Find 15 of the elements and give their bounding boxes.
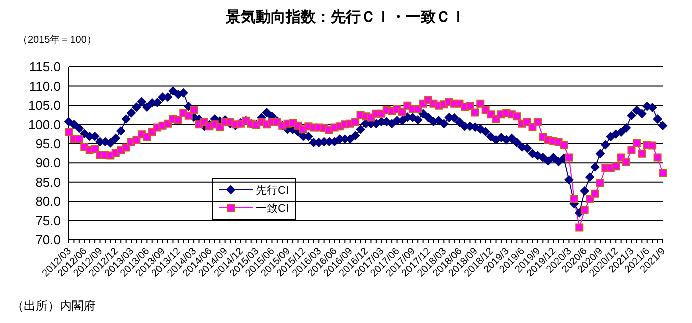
text: （2015年＝100） xyxy=(18,34,97,47)
y-tick-label: 95.0 xyxy=(36,136,61,152)
y-tick-label: 70.0 xyxy=(36,232,61,248)
y-tick-label: 90.0 xyxy=(36,156,61,171)
y-tick-label: 80.0 xyxy=(36,194,61,210)
y-tick-label: 100.0 xyxy=(28,117,61,132)
chart-title: 景気動向指数：先行ＣＩ・一致ＣＩ xyxy=(225,8,467,27)
y-tick-label: 115.0 xyxy=(29,60,61,75)
text: （出所）内閣府 xyxy=(12,298,96,315)
y-tick-label: 105.0 xyxy=(28,98,61,114)
y-tick-label: 110.0 xyxy=(29,78,61,94)
y-tick-label: 75.0 xyxy=(36,213,61,228)
legend-label: 一致CI xyxy=(256,202,289,216)
legend-label: 先行CI xyxy=(256,184,289,198)
y-tick-label: 85.0 xyxy=(36,174,61,190)
